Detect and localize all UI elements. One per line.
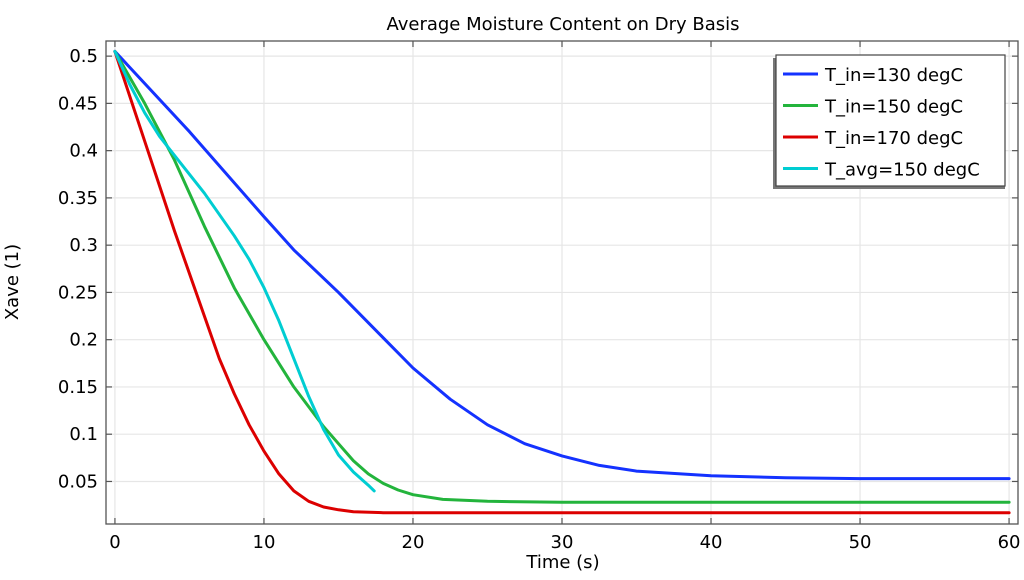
series-line-t-in-170-degc: [113, 49, 1011, 515]
y-tick-label: 0.25: [58, 282, 98, 303]
series-line-t-in-130-degc: [113, 49, 1011, 481]
x-tick-label: 0: [109, 532, 120, 553]
legend-label: T_in=150 degC: [824, 97, 963, 118]
y-tick-label: 0.05: [58, 471, 98, 492]
legend-box: [775, 54, 1006, 187]
x-tick-label: 30: [551, 532, 574, 553]
y-axis-label: Xave (1): [2, 244, 23, 320]
y-tick-label: 0.2: [69, 330, 98, 351]
legend-label: T_in=130 degC: [824, 65, 963, 86]
series-line-t-avg-150-degc: [113, 49, 376, 493]
y-tick-label: 0.5: [69, 46, 98, 67]
x-tick-label: 40: [700, 532, 723, 553]
chart-title: Average Moisture Content on Dry Basis: [386, 14, 739, 35]
legend: T_in=130 degC T_in=150 degC T_in=170 degC T…: [773, 54, 1006, 189]
x-tick-label: 50: [849, 532, 872, 553]
y-tick-label: 0.3: [69, 235, 98, 256]
y-tick-label: 0.1: [69, 424, 98, 445]
legend-label: T_in=170 degC: [824, 128, 963, 149]
x-axis-label: Time (s): [525, 552, 599, 573]
y-tick-label: 0.4: [69, 141, 98, 162]
y-tick-label: 0.35: [58, 188, 98, 209]
series-line-t-in-150-degc: [113, 49, 1011, 504]
series-lines: [113, 49, 1011, 515]
x-tick-label: 20: [402, 532, 425, 553]
x-tick-label: 10: [253, 532, 276, 553]
x-tick-label: 60: [998, 532, 1021, 553]
y-tick-label: 0.15: [58, 377, 98, 398]
legend-label: T_avg=150 degC: [824, 160, 980, 181]
y-tick-label: 0.45: [58, 93, 98, 114]
axis-ticks: 0 10 20 30 40 50 60 0.05 0.1 0.15 0.2 0.25 0.3 0.35 0.…: [58, 41, 1021, 553]
